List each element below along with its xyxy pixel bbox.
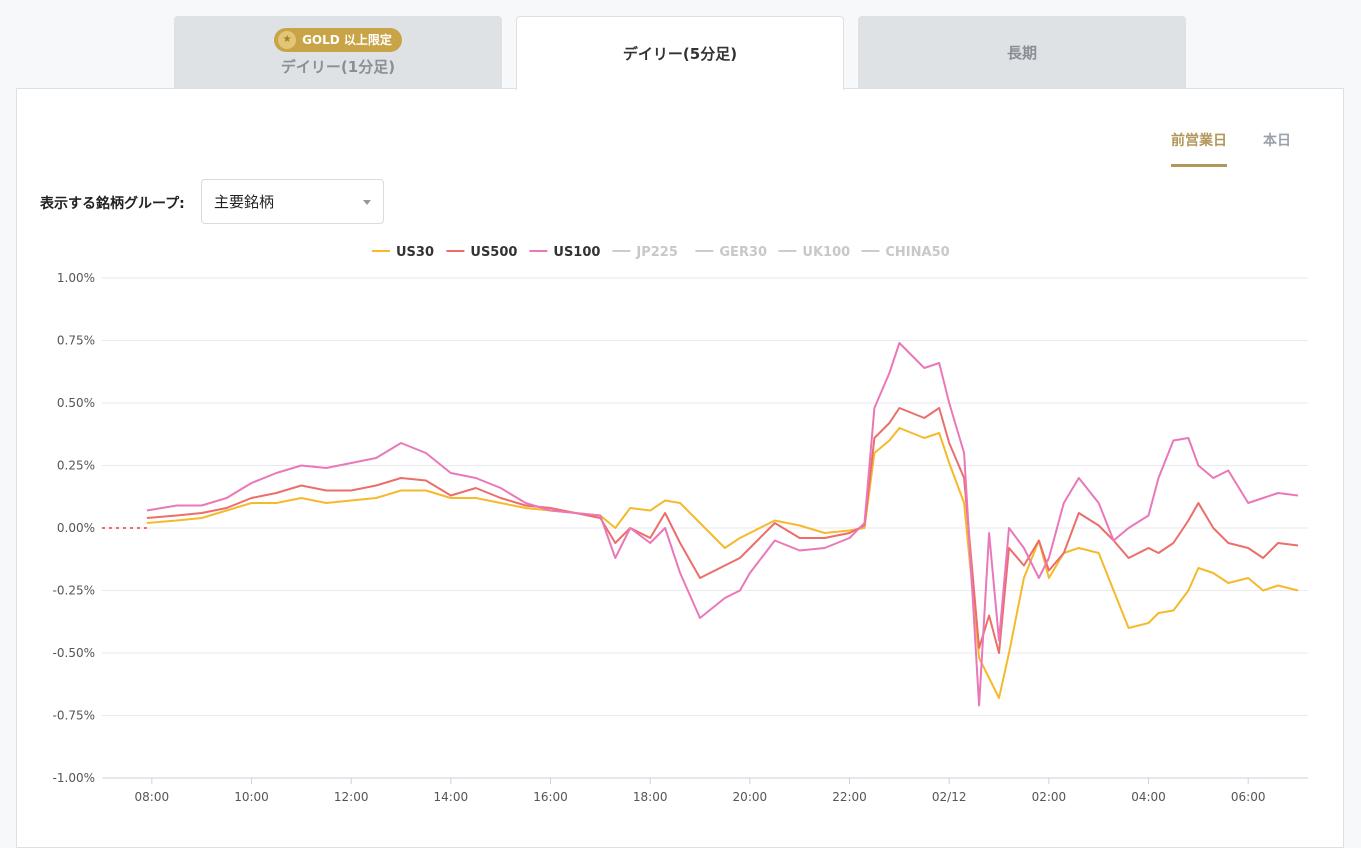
x-tick-label: 02/12 xyxy=(932,790,967,804)
legend-label: UK100 xyxy=(802,245,850,260)
tab-daily-1min[interactable]: ★ GOLD 以上限定 デイリー(1分足) xyxy=(174,16,502,88)
tab-long-term[interactable]: 長期 xyxy=(858,16,1186,88)
x-tick-label: 04:00 xyxy=(1131,790,1166,804)
legend-label: US100 xyxy=(553,245,600,260)
period-tab-previous-business-day[interactable]: 前営業日 xyxy=(1171,130,1227,167)
tab-long-term-label: 長期 xyxy=(1006,43,1037,62)
tab-daily-5min[interactable]: デイリー(5分足) xyxy=(516,16,844,90)
x-tick-label: 14:00 xyxy=(434,790,469,804)
x-tick-label: 20:00 xyxy=(733,790,768,804)
y-tick-label: -0.25% xyxy=(53,584,95,598)
y-tick-label: -0.50% xyxy=(53,646,95,660)
gold-only-badge: ★ GOLD 以上限定 xyxy=(274,27,402,52)
x-tick-label: 02:00 xyxy=(1032,790,1067,804)
x-tick-label: 18:00 xyxy=(633,790,668,804)
period-tab-today[interactable]: 本日 xyxy=(1263,130,1291,164)
legend-item-ger30[interactable]: GER30 xyxy=(695,245,767,260)
x-tick-label: 06:00 xyxy=(1231,790,1266,804)
period-tab-today-label: 本日 xyxy=(1263,133,1291,149)
legend-label: JP225 xyxy=(635,245,678,260)
series-line-us500 xyxy=(146,407,1299,654)
y-tick-label: 0.50% xyxy=(57,396,95,410)
legend-item-china50[interactable]: CHINA50 xyxy=(861,245,950,260)
tab-daily-1min-label: デイリー(1分足) xyxy=(280,57,396,76)
y-tick-label: 0.25% xyxy=(57,459,95,473)
y-tick-label: 0.00% xyxy=(57,521,95,535)
legend-label: GER30 xyxy=(719,245,767,260)
y-tick-label: 0.75% xyxy=(57,334,95,348)
legend-item-uk100[interactable]: UK100 xyxy=(778,245,850,260)
x-tick-label: 16:00 xyxy=(533,790,568,804)
x-tick-label: 12:00 xyxy=(334,790,369,804)
legend-item-jp225[interactable]: JP225 xyxy=(612,245,678,260)
x-tick-label: 08:00 xyxy=(135,790,170,804)
legend-label: US30 xyxy=(396,245,434,260)
y-tick-label: -0.75% xyxy=(53,709,95,723)
line-chart: 1.00% 0.75% 0.50% 0.25% 0.00% -0.25% -0.50% -0.… xyxy=(53,245,1308,804)
tab-daily-5min-label: デイリー(5分足) xyxy=(622,45,738,63)
y-tick-label: 1.00% xyxy=(57,271,95,285)
y-tick-label: -1.00% xyxy=(53,771,95,785)
x-tick-label: 10:00 xyxy=(234,790,269,804)
series-line-us30 xyxy=(146,427,1299,699)
legend-item-us500[interactable]: US500 xyxy=(446,245,517,260)
chevron-down-icon xyxy=(363,200,371,205)
symbol-group-select-value: 主要銘柄 xyxy=(214,193,275,211)
chart-series xyxy=(102,342,1299,707)
chart-legend: US30 US500 US100 JP225 GER30 UK100 CHINA50 xyxy=(372,245,950,260)
legend-label: CHINA50 xyxy=(885,245,949,260)
chart-axes: 1.00% 0.75% 0.50% 0.25% 0.00% -0.25% -0.50% -0.… xyxy=(53,271,1308,804)
x-tick-label: 22:00 xyxy=(832,790,867,804)
symbol-group-label: 表示する銘柄グループ: xyxy=(40,196,185,212)
gold-medal-icon: ★ xyxy=(278,30,297,49)
symbol-group-select[interactable]: 主要銘柄 xyxy=(201,179,384,224)
series-line-us100 xyxy=(146,342,1299,707)
legend-label: US500 xyxy=(470,245,517,260)
legend-item-us100[interactable]: US100 xyxy=(529,245,600,260)
gold-only-badge-label: GOLD 以上限定 xyxy=(302,33,392,47)
legend-item-us30[interactable]: US30 xyxy=(372,245,434,260)
period-tab-previous-business-day-label: 前営業日 xyxy=(1171,133,1227,149)
